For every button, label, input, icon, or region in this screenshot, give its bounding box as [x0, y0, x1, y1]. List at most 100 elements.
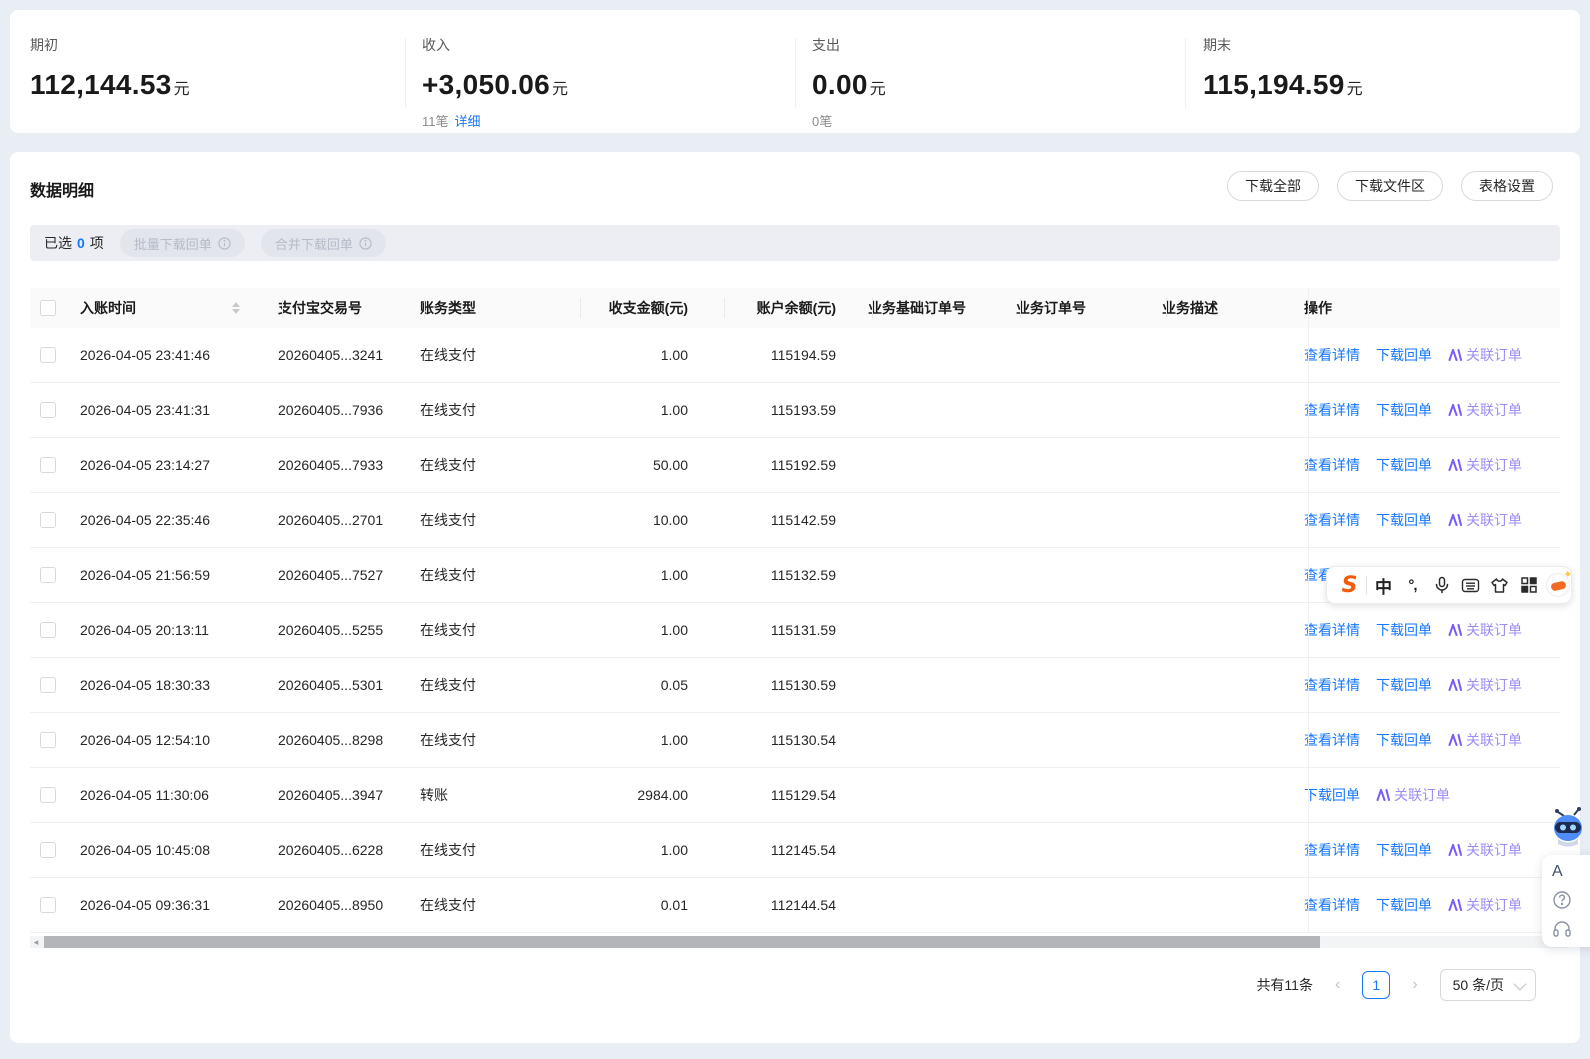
view-detail-link[interactable]: 查看详情 — [1304, 730, 1360, 750]
download-receipt-link[interactable]: 下载回单 — [1376, 895, 1432, 915]
txn-id-cell: 20260405...7527 — [262, 567, 404, 583]
prev-page-button[interactable]: ‹ — [1335, 976, 1340, 994]
time-cell: 2026-04-05 12:54:10 — [64, 732, 262, 748]
account-type-cell: 在线支付 — [404, 840, 560, 860]
table-body: 2026-04-05 23:41:4620260405...3241在线支付1.… — [30, 328, 1560, 933]
amount-cell: 0.05 — [560, 677, 704, 693]
balance-cell: 115130.54 — [704, 732, 852, 748]
download-receipt-link[interactable]: 下载回单 — [1376, 455, 1432, 475]
next-page-button[interactable]: › — [1412, 976, 1417, 994]
table-row: 2026-04-05 10:45:0820260405...6228在线支付1.… — [30, 823, 1560, 878]
table-row: 2026-04-05 11:30:0620260405...3947转账2984… — [30, 768, 1560, 823]
download-receipt-link[interactable]: 下载回单 — [1376, 620, 1432, 640]
view-detail-link[interactable]: 查看详情 — [1304, 840, 1360, 860]
select-all-checkbox[interactable] — [40, 300, 56, 316]
keyboard-icon[interactable] — [1456, 570, 1485, 600]
income-detail-link[interactable]: 详细 — [455, 114, 481, 129]
time-cell: 2026-04-05 18:30:33 — [64, 677, 262, 693]
actions-cell: 查看详情下载回单关联订单 — [1288, 510, 1560, 530]
row-checkbox[interactable] — [40, 457, 56, 473]
download-receipt-link[interactable]: 下载回单 — [1376, 675, 1432, 695]
checkbox-cell — [30, 402, 64, 418]
download-receipt-link[interactable]: 下载回单 — [1376, 730, 1432, 750]
balance-cell: 112144.54 — [704, 897, 852, 913]
related-order-link[interactable]: 关联订单 — [1448, 455, 1522, 475]
view-detail-link[interactable]: 查看详情 — [1304, 345, 1360, 365]
assistant-robot-icon[interactable] — [1548, 806, 1588, 848]
income-label: 收入 — [422, 35, 568, 55]
download-receipt-link[interactable]: 下载回单 — [1376, 840, 1432, 860]
checkbox-cell — [30, 457, 64, 473]
time-cell: 2026-04-05 23:41:31 — [64, 402, 262, 418]
microphone-icon[interactable] — [1427, 570, 1456, 600]
download-all-button[interactable]: 下载全部 — [1227, 171, 1319, 201]
row-checkbox[interactable] — [40, 567, 56, 583]
row-checkbox[interactable] — [40, 787, 56, 803]
row-checkbox[interactable] — [40, 347, 56, 363]
col-base-order: 业务基础订单号 — [852, 298, 1000, 318]
table-row: 2026-04-05 12:54:1020260405...8298在线支付1.… — [30, 713, 1560, 768]
related-order-link[interactable]: 关联订单 — [1448, 895, 1522, 915]
sogou-logo-icon[interactable]: S — [1335, 570, 1364, 600]
view-detail-link[interactable]: 查看详情 — [1304, 510, 1360, 530]
selected-suffix: 项 — [90, 233, 104, 253]
toolbox-grid-icon[interactable] — [1514, 570, 1543, 600]
download-receipt-link[interactable]: 下载回单 — [1376, 345, 1432, 365]
skin-tshirt-icon[interactable] — [1485, 570, 1514, 600]
current-page-button[interactable]: 1 — [1362, 971, 1390, 999]
account-type-cell: 在线支付 — [404, 510, 560, 530]
download-receipt-link[interactable]: 下载回单 — [1376, 400, 1432, 420]
col-time: 入账时间 — [64, 298, 262, 318]
summary-expense: 支出 0.00元 0笔 — [812, 35, 886, 130]
row-checkbox[interactable] — [40, 622, 56, 638]
view-detail-link[interactable]: 查看详情 — [1304, 620, 1360, 640]
page-size-select[interactable]: 50 条/页 — [1440, 969, 1536, 1001]
view-detail-link[interactable]: 查看详情 — [1304, 400, 1360, 420]
txn-id-cell: 20260405...6228 — [262, 842, 404, 858]
headset-support-icon[interactable] — [1552, 919, 1572, 939]
expense-value: 0.00元 — [812, 69, 886, 101]
related-order-link[interactable]: 关联订单 — [1448, 840, 1522, 860]
related-order-link[interactable]: 关联订单 — [1376, 785, 1450, 805]
row-checkbox[interactable] — [40, 512, 56, 528]
download-receipt-link[interactable]: 下载回单 — [1376, 510, 1432, 530]
sort-toggle[interactable] — [232, 302, 240, 314]
closing-value: 115,194.59元 — [1203, 69, 1363, 101]
scrollbar-thumb[interactable] — [44, 936, 1320, 948]
table-settings-button[interactable]: 表格设置 — [1461, 171, 1553, 201]
scroll-left-arrow[interactable]: ◂ — [30, 936, 42, 948]
related-order-link[interactable]: 关联订单 — [1448, 510, 1522, 530]
related-order-link[interactable]: 关联订单 — [1448, 400, 1522, 420]
punctuation-mode-icon[interactable]: °, — [1398, 570, 1427, 600]
merge-download-receipt-button[interactable]: 合并下载回单 — [261, 229, 386, 257]
checkbox-cell — [30, 347, 64, 363]
related-order-link[interactable]: 关联订单 — [1448, 620, 1522, 640]
view-detail-link[interactable]: 查看详情 — [1304, 455, 1360, 475]
download-receipt-link[interactable]: 下载回单 — [1304, 785, 1360, 805]
row-checkbox[interactable] — [40, 732, 56, 748]
view-detail-link[interactable]: 查看详情 — [1304, 675, 1360, 695]
header-divider — [282, 298, 283, 318]
view-detail-link[interactable]: 查看详情 — [1304, 895, 1360, 915]
batch-download-receipt-button[interactable]: 批量下载回单 — [120, 229, 245, 257]
related-order-link[interactable]: 关联订单 — [1448, 730, 1522, 750]
selection-bar: 已选 0 项 批量下载回单 合并下载回单 — [30, 225, 1560, 261]
emoji-assistant-icon[interactable]: ✦ — [1543, 570, 1572, 600]
related-order-link[interactable]: 关联订单 — [1448, 345, 1522, 365]
row-checkbox[interactable] — [40, 897, 56, 913]
summary-card: 期初 112,144.53元 收入 +3,050.06元 11笔详细 支出 0.… — [10, 10, 1580, 133]
amount-cell: 1.00 — [560, 842, 704, 858]
divider — [1185, 38, 1186, 108]
download-zone-button[interactable]: 下载文件区 — [1337, 171, 1443, 201]
help-letter[interactable]: A — [1552, 863, 1590, 881]
amount-cell: 1.00 — [560, 567, 704, 583]
txn-id-cell: 20260405...7936 — [262, 402, 404, 418]
chinese-mode-icon[interactable]: 中 — [1369, 570, 1398, 600]
row-checkbox[interactable] — [40, 402, 56, 418]
row-checkbox[interactable] — [40, 842, 56, 858]
question-help-icon[interactable] — [1552, 890, 1572, 910]
txn-id-cell: 20260405...5301 — [262, 677, 404, 693]
related-order-link[interactable]: 关联订单 — [1448, 675, 1522, 695]
horizontal-scrollbar[interactable]: ◂ ▸ — [30, 936, 1568, 948]
row-checkbox[interactable] — [40, 677, 56, 693]
